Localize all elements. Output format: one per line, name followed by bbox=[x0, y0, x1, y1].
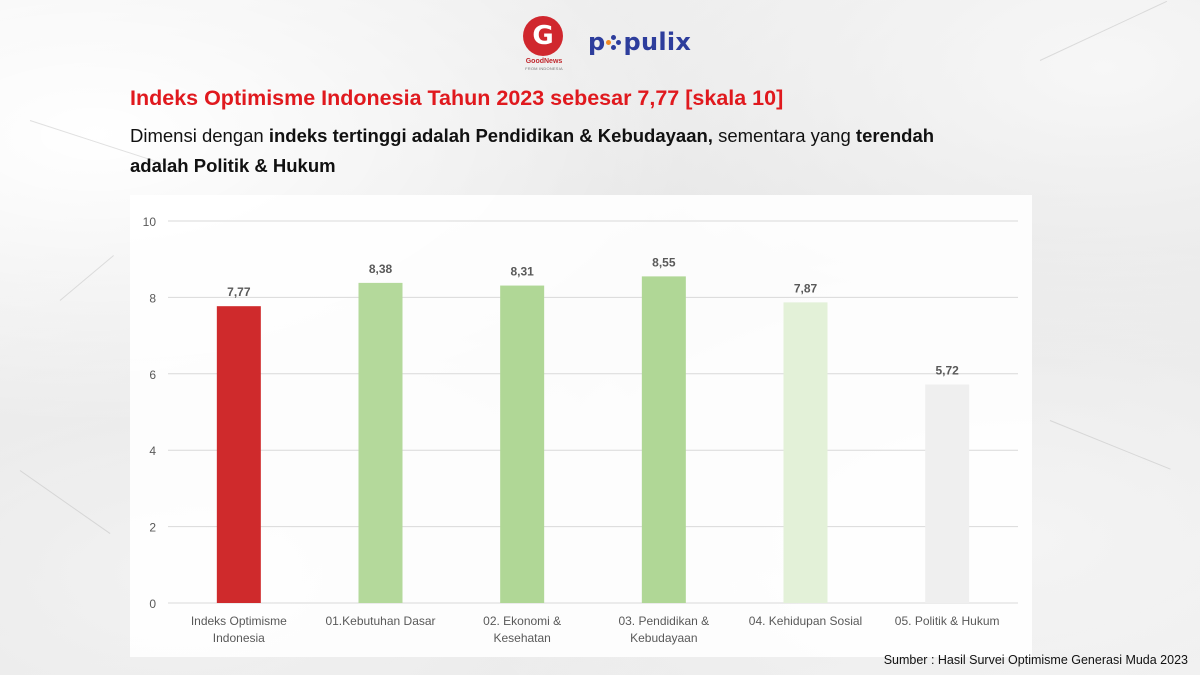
x-tick-label: Indeks Optimisme bbox=[191, 614, 287, 628]
data-label: 5,72 bbox=[935, 363, 959, 377]
bar bbox=[358, 282, 403, 603]
populix-logo-prefix: p bbox=[588, 28, 606, 56]
y-tick-label: 8 bbox=[149, 291, 156, 305]
data-label: 8,55 bbox=[652, 255, 676, 269]
bar bbox=[925, 384, 970, 603]
populix-logo: p pulix bbox=[588, 28, 691, 56]
chart-panel: 0 2 4 6 8 10 7,77 Indeks Optimisme Indonesia 8,38… bbox=[130, 195, 1032, 657]
goodnews-logo: G GoodNews FROM INDONESIA bbox=[520, 14, 568, 76]
populix-logo-suffix: pulix bbox=[623, 28, 692, 56]
subtitle-part-4: terendah adalah Politik & Hukum bbox=[130, 125, 935, 176]
subtitle-part-3: sementara yang bbox=[712, 125, 856, 146]
populix-dots-icon bbox=[606, 35, 622, 51]
header: G GoodNews FROM INDONESIA p pulix bbox=[0, 14, 1200, 78]
data-label: 8,38 bbox=[369, 262, 393, 276]
subtitle-part-2: indeks tertinggi adalah Pendidikan & Keb… bbox=[268, 125, 713, 146]
bar bbox=[500, 285, 545, 603]
x-tick-label: Indonesia bbox=[213, 631, 265, 645]
page-title: Indeks Optimisme Indonesia Tahun 2023 se… bbox=[130, 86, 784, 110]
goodnews-logo-sub: FROM INDONESIA bbox=[525, 66, 563, 71]
data-label: 7,77 bbox=[227, 285, 251, 299]
subtitle-part-1: Dimensi dengan bbox=[130, 125, 269, 146]
x-tick-label: Kesehatan bbox=[493, 631, 550, 645]
y-tick-label: 2 bbox=[149, 521, 156, 535]
y-tick-label: 4 bbox=[149, 444, 156, 458]
y-tick-label: 0 bbox=[149, 597, 156, 611]
source-note: Sumber : Hasil Survei Optimisme Generasi… bbox=[883, 653, 1188, 667]
data-label: 8,31 bbox=[510, 265, 534, 279]
x-tick-label: 03. Pendidikan & bbox=[618, 614, 709, 628]
goodnews-logo-name: GoodNews bbox=[525, 58, 563, 65]
data-label: 7,87 bbox=[794, 281, 818, 295]
x-tick-label: Kebudayaan bbox=[630, 631, 697, 645]
page-subtitle: Dimensi dengan indeks tertinggi adalah P… bbox=[130, 121, 990, 181]
bar bbox=[216, 306, 261, 603]
bar bbox=[783, 302, 828, 603]
bar-chart: 0 2 4 6 8 10 7,77 Indeks Optimisme Indonesia 8,38… bbox=[143, 215, 1018, 645]
x-tick-label: 01.Kebutuhan Dasar bbox=[325, 614, 435, 628]
y-tick-label: 6 bbox=[149, 368, 156, 382]
y-tick-label: 10 bbox=[143, 215, 157, 229]
goodnews-logo-icon: G bbox=[523, 16, 563, 56]
x-tick-label: 02. Ekonomi & bbox=[483, 614, 561, 628]
bar bbox=[641, 276, 686, 603]
x-tick-label: 05. Politik & Hukum bbox=[895, 614, 1000, 628]
x-tick-label: 04. Kehidupan Sosial bbox=[749, 614, 862, 628]
